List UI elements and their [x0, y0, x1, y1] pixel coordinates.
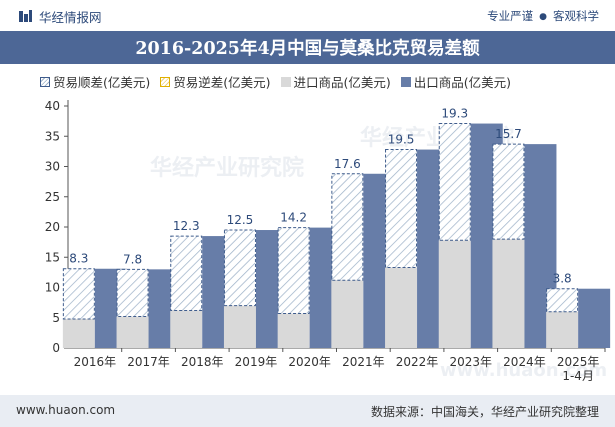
surplus-bar	[277, 227, 310, 315]
chart-bars	[62, 123, 611, 348]
import-bar	[331, 280, 364, 348]
footer: www.huaon.com 数据来源：中国海关，华经产业研究院整理	[0, 395, 615, 427]
x-tick-label: 2021年	[342, 355, 385, 369]
brand-name: 华经情报网	[39, 10, 102, 25]
import-bar	[62, 318, 95, 348]
x-tick-label: 2017年	[127, 355, 170, 369]
legend-label-deficit: 贸易逆差(亿美元)	[173, 75, 271, 90]
import-bar	[546, 311, 579, 348]
y-tick-label: 40	[45, 99, 60, 113]
top-bar: 华经情报网 专业严谨 ● 客观科学	[0, 0, 615, 30]
surplus-bar	[331, 173, 364, 281]
footer-source: 数据来源：中国海关，华经产业研究院整理	[370, 405, 599, 419]
surplus-bar	[223, 229, 256, 307]
brand[interactable]: 华经情报网	[18, 7, 102, 26]
chart-title: 2016-2025年4月中国与莫桑比克贸易差额	[135, 39, 480, 59]
legend-label-export: 出口商品(亿美元)	[413, 75, 512, 90]
legend-swatch-surplus	[40, 76, 50, 87]
y-tick-label: 30	[45, 160, 60, 174]
import-bar	[277, 313, 310, 348]
x-tick-label: 2022年	[396, 355, 439, 369]
import-bar	[170, 310, 203, 348]
import-bar	[492, 239, 525, 348]
legend-label-surplus: 贸易顺差(亿美元)	[53, 75, 151, 90]
legend-item-import: 进口商品(亿美元)	[280, 72, 391, 91]
x-tick-label: 2018年	[181, 355, 224, 369]
x-tick-label: 2016年	[74, 355, 117, 369]
legend-item-deficit: 贸易逆差(亿美元)	[160, 72, 271, 91]
import-bar	[438, 240, 471, 348]
legend-swatch-import	[280, 76, 291, 87]
slogan-tag-1: 专业严谨	[487, 9, 534, 23]
y-tick-label: 15	[45, 250, 60, 264]
surplus-value-label: 17.6	[334, 157, 361, 171]
surplus-bar	[546, 288, 579, 313]
surplus-value-label: 7.8	[123, 252, 142, 266]
x-tick-label: 2023年	[449, 355, 492, 369]
import-bar	[385, 267, 418, 348]
legend-label-import: 进口商品(亿美元)	[293, 75, 391, 90]
surplus-value-label: 15.7	[495, 127, 522, 141]
slogan-separator: ●	[539, 12, 547, 22]
x-tick-label: 1-4月	[562, 369, 594, 383]
chart-plot: 0 5 10 15 20 25 30 35 40 8.3 2016年 7.8 2017年 12.3 201…	[45, 99, 611, 383]
x-tick-label: 2020年	[288, 355, 331, 369]
surplus-bar	[385, 149, 418, 269]
surplus-bar	[492, 143, 525, 240]
import-bar	[116, 316, 149, 348]
slogan: 专业严谨 ● 客观科学	[487, 8, 599, 24]
surplus-bar	[116, 268, 149, 318]
slogan-tag-2: 客观科学	[553, 9, 599, 23]
x-tick-label: 2025年	[557, 355, 600, 369]
x-tick-label: 2019年	[235, 355, 278, 369]
surplus-value-label: 3.8	[553, 272, 572, 286]
chart-title-bar: 2016-2025年4月中国与莫桑比克贸易差额	[0, 31, 615, 64]
y-tick-label: 25	[45, 190, 60, 204]
legend-swatch-export	[400, 76, 411, 87]
legend-swatch-deficit	[160, 76, 171, 87]
surplus-bar	[62, 268, 95, 320]
surplus-bar	[438, 123, 471, 241]
surplus-value-label: 19.3	[441, 107, 468, 121]
y-tick-label: 5	[52, 311, 60, 325]
chart-legend: 贸易顺差(亿美元) 贸易逆差(亿美元) 进口商品(亿美元) 出口商品(亿美元)	[40, 72, 521, 91]
y-tick-label: 0	[52, 341, 60, 355]
footer-url[interactable]: www.huaon.com	[16, 403, 116, 417]
surplus-value-label: 19.5	[388, 133, 415, 147]
export-bar	[578, 288, 611, 348]
y-tick-label: 10	[45, 281, 60, 295]
legend-item-export: 出口商品(亿美元)	[400, 72, 512, 91]
y-tick-label: 20	[45, 220, 60, 234]
y-tick-label: 35	[45, 129, 60, 143]
chart-labels: 8.3 2016年 7.8 2017年 12.3 2018年 12.5 2019年 14.2 20…	[69, 107, 599, 383]
surplus-value-label: 12.3	[173, 219, 200, 233]
logo-icon	[19, 10, 32, 22]
surplus-value-label: 12.5	[227, 213, 254, 227]
x-tick-label: 2024年	[503, 355, 546, 369]
legend-item-surplus: 贸易顺差(亿美元)	[40, 72, 150, 91]
import-bar	[223, 305, 256, 348]
surplus-value-label: 14.2	[280, 211, 307, 225]
surplus-value-label: 8.3	[69, 252, 88, 266]
surplus-bar	[170, 235, 203, 311]
